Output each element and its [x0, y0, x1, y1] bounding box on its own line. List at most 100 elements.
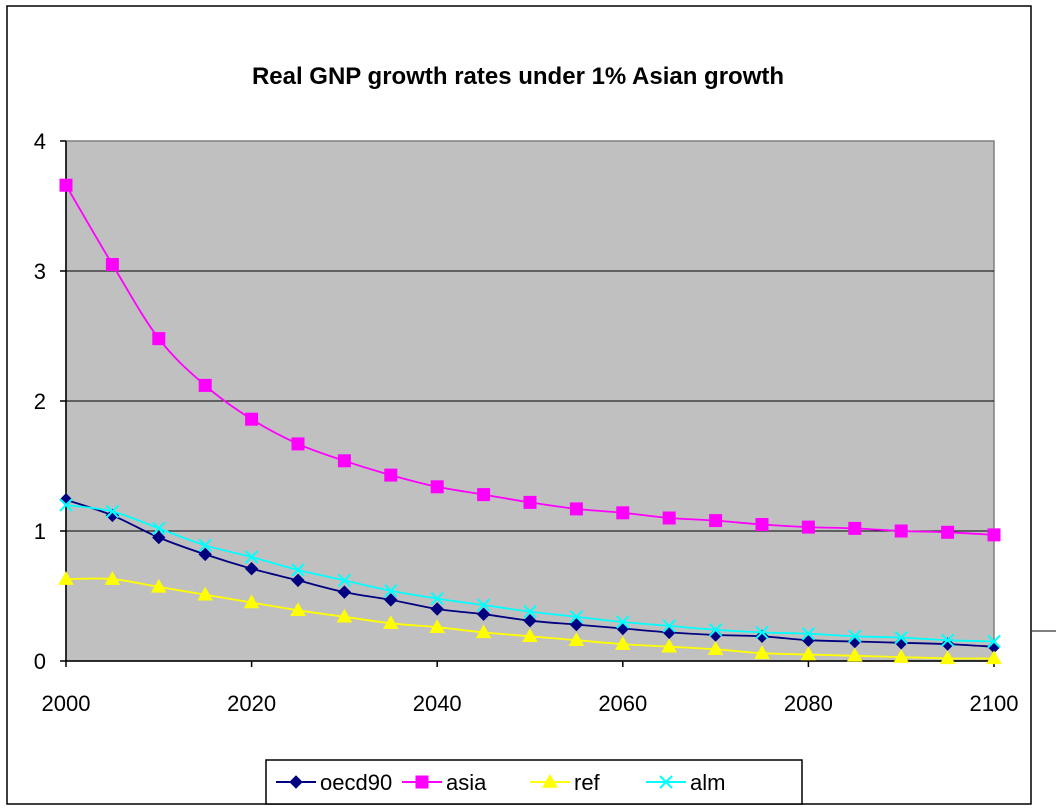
data-point-asia — [848, 521, 862, 535]
data-point-ref — [568, 632, 585, 646]
legend-marker — [289, 775, 303, 789]
data-point-ref — [707, 641, 724, 656]
data-point-oecd90 — [430, 602, 444, 616]
data-point-alm — [59, 498, 73, 512]
data-point-ref — [800, 646, 817, 661]
y-tick-label: 1 — [34, 519, 46, 544]
data-point-asia — [709, 514, 723, 528]
data-point-asia — [894, 524, 908, 538]
data-point-alm — [940, 633, 955, 647]
data-point-oecd90 — [244, 561, 259, 576]
series-layer — [58, 178, 1002, 665]
data-point-alm — [523, 604, 537, 619]
data-point-oecd90 — [291, 573, 305, 588]
y-tick-label: 4 — [34, 129, 46, 154]
data-point-asia — [755, 518, 769, 531]
y-tick-label: 0 — [34, 649, 46, 674]
data-point-asia — [198, 378, 212, 392]
data-point-ref — [104, 571, 121, 585]
data-point-ref — [382, 615, 399, 630]
data-point-ref — [939, 650, 956, 665]
data-point-ref — [661, 638, 678, 653]
data-point-alm — [987, 634, 1001, 649]
data-point-alm — [430, 591, 444, 606]
data-point-alm — [616, 615, 630, 629]
data-point-alm — [291, 563, 305, 577]
data-point-alm — [848, 629, 862, 644]
data-point-ref — [522, 628, 538, 643]
data-point-ref — [150, 578, 167, 593]
data-point-alm — [384, 584, 398, 598]
data-point-ref — [986, 650, 1002, 665]
data-point-asia — [105, 258, 119, 271]
data-point-asia — [337, 454, 351, 468]
data-point-oecd90 — [337, 585, 352, 599]
data-point-alm — [244, 550, 259, 564]
legend-label: oecd90 — [320, 770, 392, 795]
data-point-asia — [430, 480, 444, 494]
data-point-alm — [708, 623, 723, 637]
data-point-asia — [384, 468, 398, 482]
data-point-asia — [987, 528, 1001, 542]
legend-marker — [659, 775, 673, 789]
data-point-ref — [336, 608, 353, 623]
data-point-asia — [662, 511, 676, 525]
data-point-ref — [846, 647, 863, 662]
data-point-ref — [754, 645, 770, 659]
data-point-oecd90 — [523, 613, 537, 628]
gridlines — [66, 270, 994, 532]
data-point-alm — [801, 626, 816, 641]
data-point-ref — [893, 649, 910, 663]
data-point-alm — [476, 598, 491, 612]
series-alm — [59, 498, 1001, 649]
data-point-ref — [614, 636, 631, 650]
data-point-asia — [801, 520, 815, 534]
x-tick-label: 2060 — [598, 691, 647, 716]
data-point-asia — [569, 502, 583, 516]
data-point-oecd90 — [198, 547, 212, 562]
data-point-alm — [755, 625, 769, 640]
data-point-asia — [152, 332, 166, 346]
data-point-oecd90 — [384, 593, 398, 607]
legend: oecd90 asia ref alm — [265, 759, 803, 805]
legend-label: ref — [574, 770, 601, 795]
legend-item-oecd90: oecd90 — [276, 770, 392, 795]
x-tick-label: 2000 — [42, 691, 91, 716]
x-tick-label: 2040 — [413, 691, 462, 716]
data-point-asia — [245, 412, 259, 426]
data-point-ref — [475, 624, 492, 639]
data-point-oecd90 — [152, 530, 166, 545]
data-point-asia — [941, 525, 955, 539]
data-point-ref — [290, 602, 306, 617]
data-point-ref — [58, 571, 74, 585]
data-point-ref — [243, 594, 260, 609]
series-ref — [58, 571, 1002, 665]
y-tick-label: 2 — [34, 389, 46, 414]
y-axis-ticks: 0 1 2 3 4 — [34, 129, 66, 674]
chart-title: Real GNP growth rates under 1% Asian gro… — [252, 63, 784, 90]
legend-item-asia: asia — [402, 770, 487, 795]
legend-marker — [542, 773, 558, 788]
data-point-ref — [197, 586, 214, 601]
data-point-alm — [894, 630, 908, 645]
data-point-asia — [477, 488, 491, 502]
data-point-asia — [523, 495, 537, 509]
series-oecd90 — [59, 493, 1001, 654]
data-point-alm — [337, 573, 352, 588]
series-asia — [59, 178, 1001, 542]
data-point-oecd90 — [569, 617, 584, 632]
data-point-asia — [616, 506, 630, 520]
x-tick-label: 2020 — [227, 691, 276, 716]
data-point-alm — [569, 610, 584, 624]
y-tick-label: 3 — [34, 259, 46, 284]
data-point-ref — [429, 619, 446, 633]
legend-label: alm — [690, 770, 725, 795]
x-axis-ticks: 2000 2020 2040 2060 2080 2100 — [42, 661, 1019, 716]
data-point-oecd90 — [476, 607, 491, 621]
x-tick-label: 2100 — [970, 691, 1019, 716]
data-point-alm — [198, 538, 212, 553]
legend-marker — [415, 775, 429, 789]
data-point-alm — [105, 504, 120, 519]
legend-item-alm: alm — [646, 770, 725, 795]
